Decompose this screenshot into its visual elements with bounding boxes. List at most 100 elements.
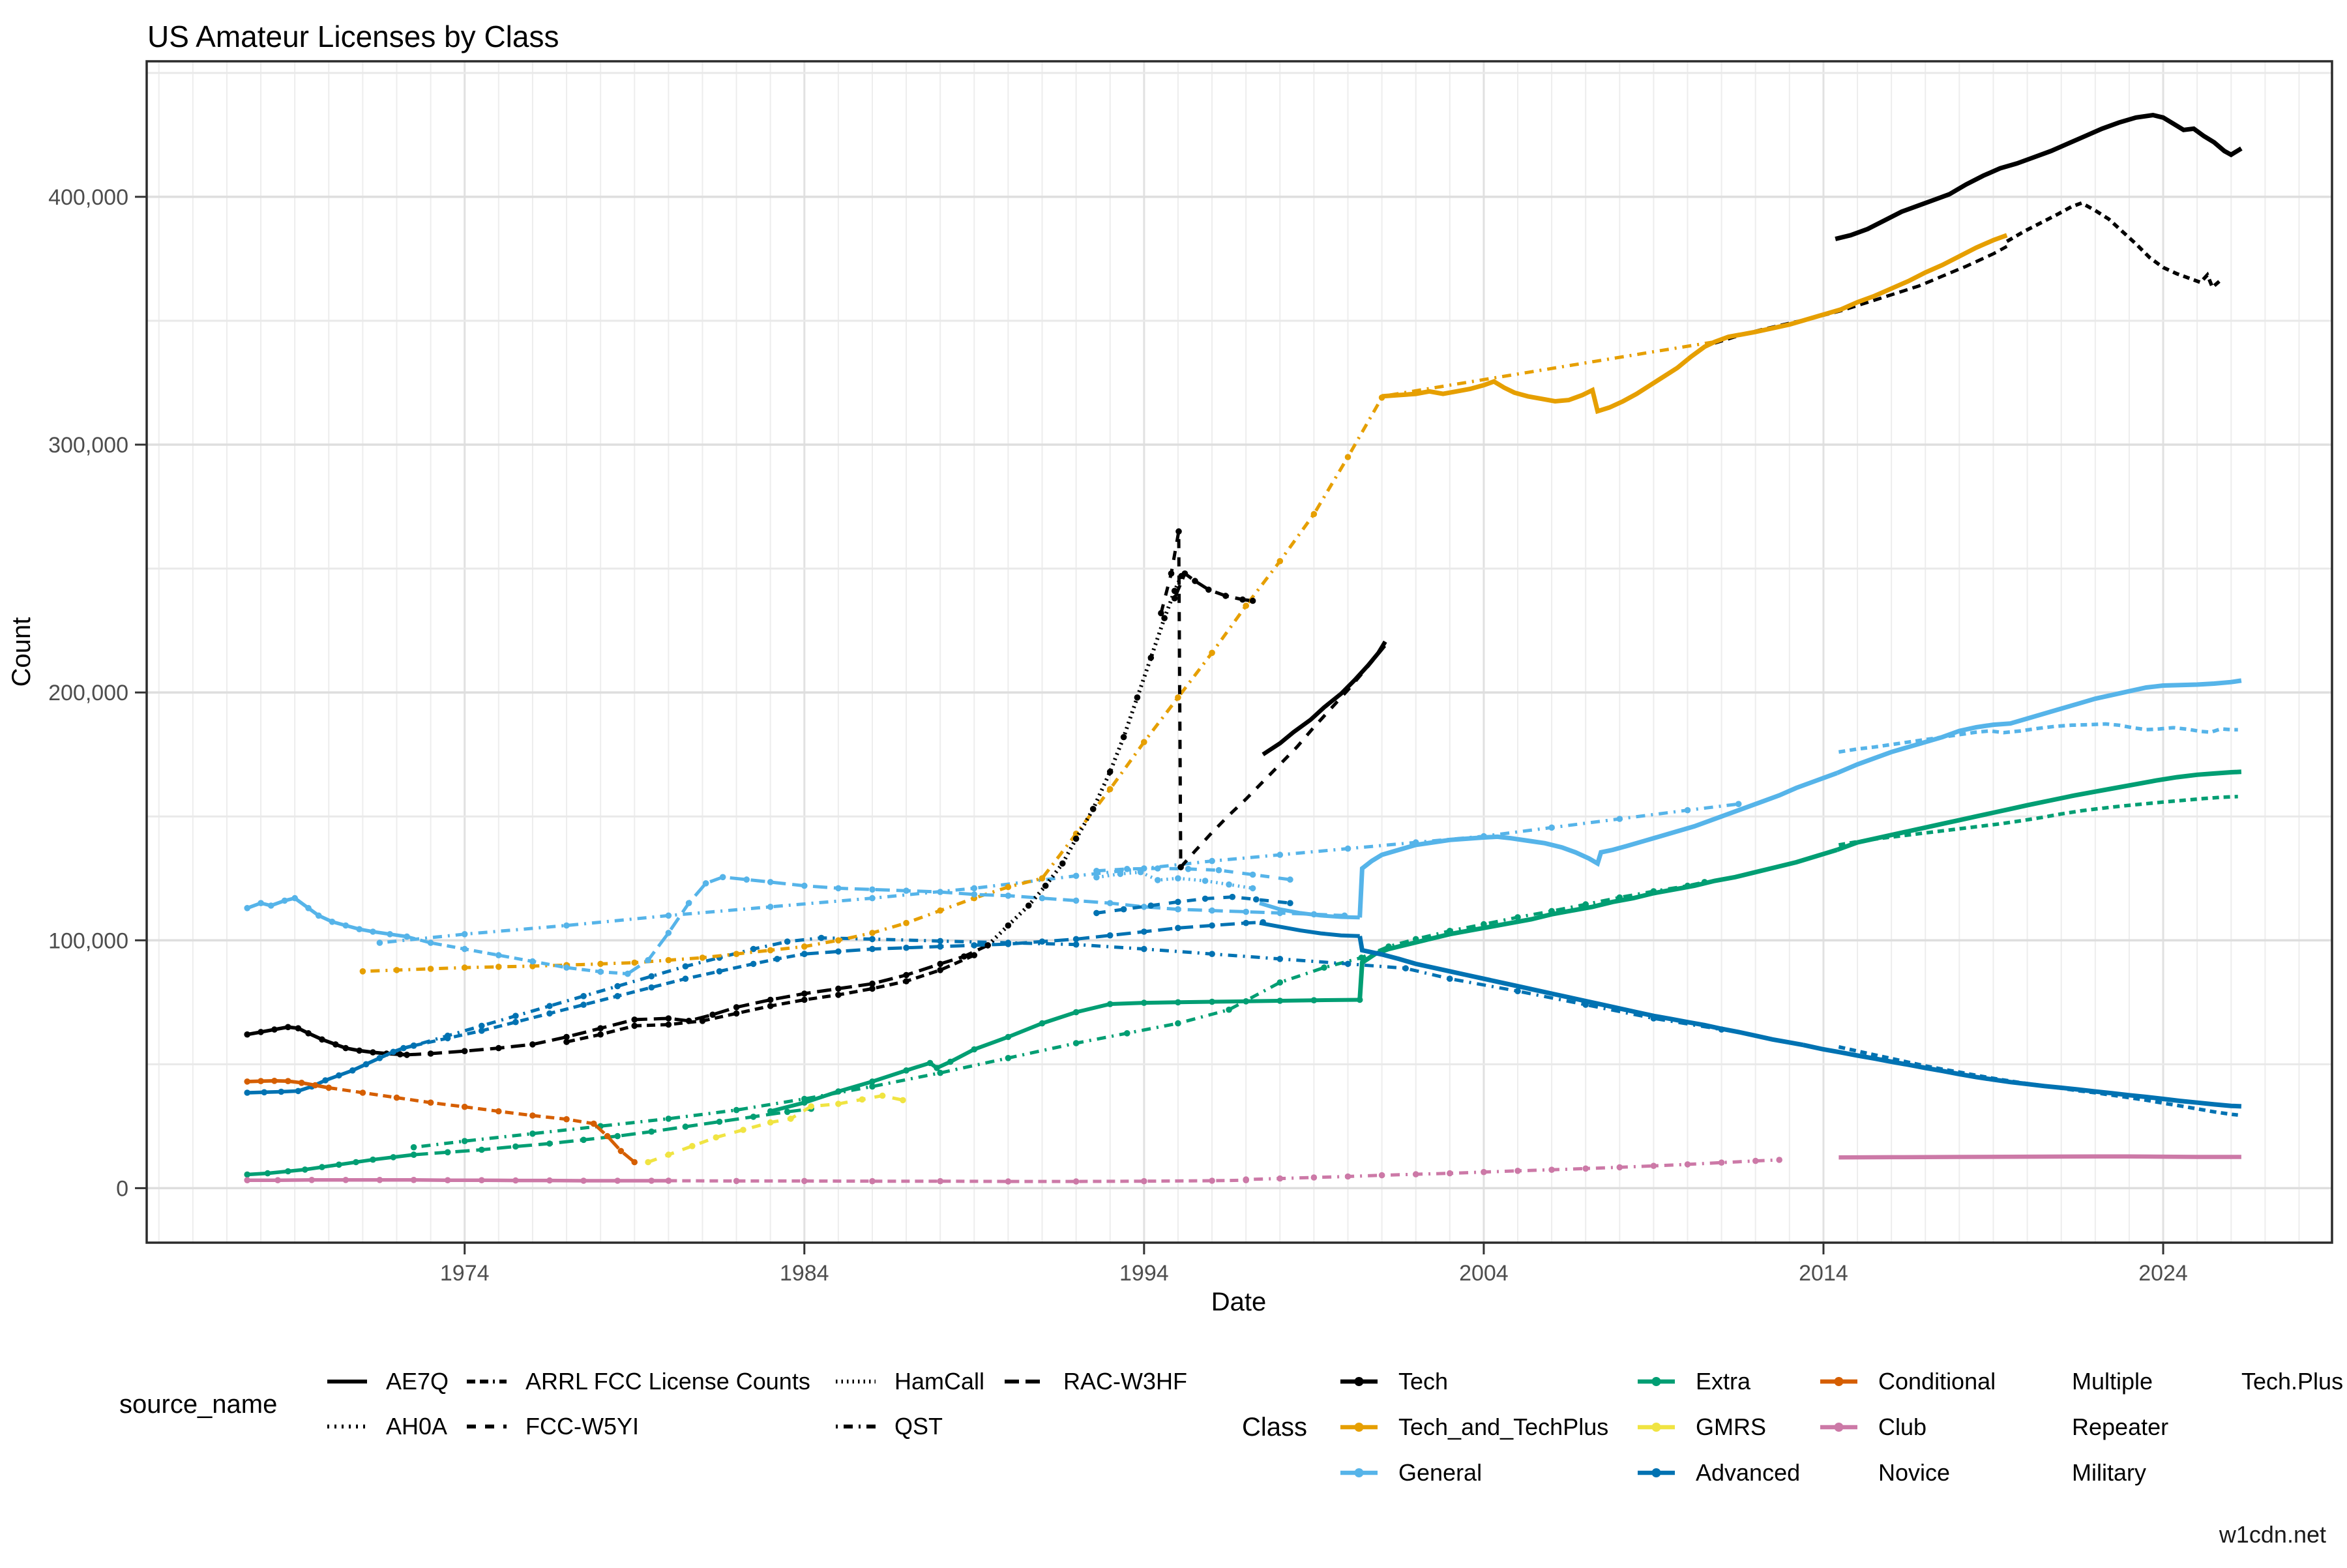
data-point: [495, 1108, 502, 1115]
data-point: [903, 919, 909, 926]
data-point: [427, 966, 434, 972]
data-point: [702, 880, 709, 887]
data-point: [1344, 845, 1351, 852]
data-point: [295, 1025, 302, 1031]
data-point: [648, 1177, 655, 1184]
x-tick-label: 2004: [1459, 1261, 1509, 1286]
data-point: [1005, 883, 1012, 891]
data-point: [1684, 1161, 1691, 1168]
data-point: [1481, 1168, 1487, 1176]
data-point: [903, 1067, 909, 1074]
data-point: [625, 970, 631, 977]
data-point: [934, 1065, 940, 1071]
data-point: [308, 1177, 316, 1183]
axis-ticks-and-labels: 1974 1984 1994 2004 2014 2024 0 100,000 200,000 3…: [48, 185, 2188, 1286]
data-point: [305, 905, 312, 911]
y-tick-label: 0: [116, 1176, 128, 1201]
data-point: [1209, 922, 1215, 929]
y-axis-title: Count: [7, 617, 36, 687]
data-point: [244, 1171, 251, 1178]
data-point: [1175, 875, 1181, 881]
data-point: [322, 1077, 329, 1084]
legend-key-point: [1651, 1468, 1661, 1477]
data-point: [1229, 893, 1236, 900]
data-point: [835, 992, 842, 998]
data-point: [1310, 1174, 1318, 1181]
data-point: [808, 1103, 814, 1110]
data-point: [495, 952, 502, 958]
data-point: [1239, 596, 1246, 603]
data-point: [631, 1159, 638, 1166]
watermark: w1cdn.net: [2219, 1521, 2326, 1548]
legend-class-label: Repeater: [2072, 1413, 2168, 1440]
data-point: [1161, 615, 1168, 621]
data-point: [563, 1039, 570, 1045]
data-point: [869, 936, 876, 943]
data-point: [1249, 597, 1256, 604]
data-point: [1209, 857, 1215, 865]
data-point: [1222, 593, 1229, 599]
gridlines: [147, 61, 2332, 1243]
data-point: [580, 1177, 587, 1184]
data-point: [903, 978, 909, 984]
data-point: [387, 931, 393, 938]
legend-class-label: Extra: [1696, 1368, 1751, 1395]
legend-key-point: [1834, 1377, 1844, 1386]
data-point: [1154, 877, 1161, 883]
legend-class-title: Class: [1242, 1413, 1307, 1442]
data-point: [801, 882, 808, 889]
legend-class-label: Novice: [1878, 1459, 1950, 1486]
data-point: [859, 1096, 866, 1103]
data-point: [271, 1026, 278, 1033]
data-point: [937, 943, 943, 950]
series-advanced: [1096, 895, 1291, 915]
data-point: [784, 938, 791, 945]
data-point: [869, 886, 876, 893]
data-point: [1287, 876, 1293, 883]
data-point: [1321, 964, 1327, 971]
data-point: [410, 1144, 417, 1151]
data-point: [512, 1143, 519, 1150]
series-tech_and_techplus: [1381, 233, 2008, 415]
data-point: [444, 1177, 451, 1183]
data-point: [1243, 1177, 1249, 1183]
data-point: [410, 1043, 417, 1049]
data-point: [1205, 586, 1212, 593]
data-point: [1209, 951, 1215, 957]
data-point: [512, 1177, 519, 1184]
data-point: [1514, 988, 1521, 994]
data-point: [1072, 872, 1080, 880]
data-point: [1089, 806, 1097, 812]
data-point: [614, 1177, 621, 1184]
data-point: [325, 1084, 332, 1091]
data-point: [1106, 769, 1114, 775]
data-point: [291, 895, 299, 902]
legend-source-label: RAC-W3HF: [1063, 1368, 1187, 1395]
panel-border: [145, 60, 2333, 1244]
data-point: [461, 1048, 468, 1054]
data-point: [546, 1003, 553, 1009]
series-extra: [769, 998, 1360, 1114]
series-tech: [1835, 112, 2243, 241]
data-point: [332, 1041, 339, 1048]
data-point: [258, 900, 264, 906]
data-point: [937, 960, 943, 968]
legend-key-point: [1651, 1377, 1661, 1386]
data-point: [1141, 945, 1147, 953]
data-point: [645, 1159, 651, 1166]
data-point: [716, 1118, 723, 1125]
data-point: [1093, 868, 1100, 874]
data-point: [719, 874, 726, 881]
series-club: [668, 1178, 1247, 1183]
legend-key-point: [1354, 1377, 1364, 1386]
data-point: [1039, 895, 1046, 902]
data-point: [709, 1011, 716, 1018]
data-point: [1277, 979, 1284, 986]
data-point: [971, 885, 978, 892]
data-point: [971, 942, 978, 949]
data-point: [580, 1136, 587, 1144]
data-point: [733, 1177, 740, 1185]
data-point: [563, 1033, 570, 1041]
data-point: [1106, 1001, 1114, 1007]
